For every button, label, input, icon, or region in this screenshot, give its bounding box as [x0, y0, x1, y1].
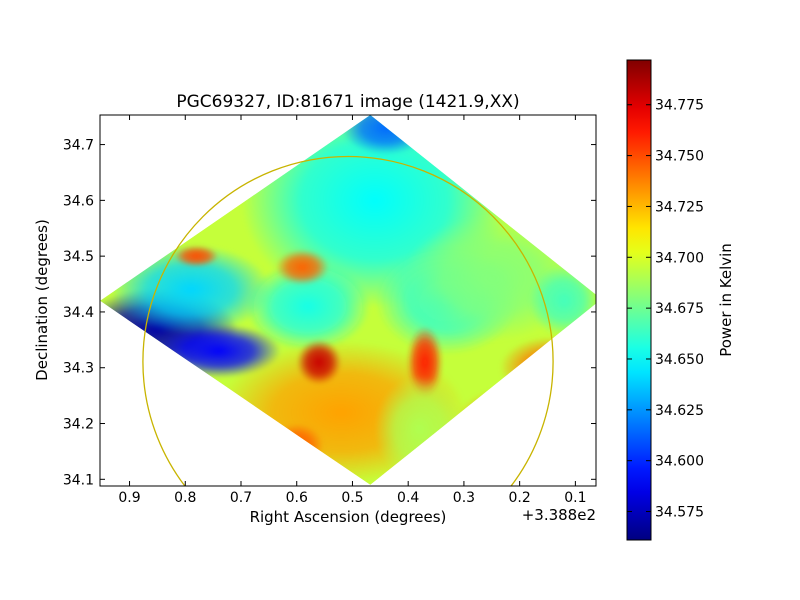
x-tick-label: 0.7 [230, 490, 252, 506]
heatmap-feature [245, 261, 371, 351]
y-tick-label: 34.4 [63, 305, 94, 321]
plot-area: 0.9 0.8 0.7 0.6 0.5 0.4 0.3 0.2 0.1 34.1 34.2 34.3… [63, 114, 597, 506]
colorbar-tick-label: 34.600 [655, 454, 704, 470]
x-tick-label: 0.3 [453, 490, 475, 506]
colorbar-frame [626, 59, 652, 541]
x-tick-label: 0.1 [564, 490, 586, 506]
colorbar-tick-label: 34.750 [655, 149, 704, 165]
x-axis-offset-label: +3.388e2 [522, 506, 596, 524]
x-tick-label: 0.4 [397, 490, 419, 506]
colorbar-tick-label: 34.625 [655, 403, 704, 419]
x-tick-label: 0.2 [509, 490, 531, 506]
y-tick-label: 34.1 [63, 472, 94, 488]
y-tick-label: 34.5 [63, 249, 94, 265]
colorbar-tick-label: 34.650 [655, 352, 704, 368]
colorbar-tick-label: 34.675 [655, 301, 704, 317]
x-tick-label: 0.6 [286, 490, 308, 506]
colorbar-tick-label: 34.575 [655, 505, 704, 521]
x-axis-ticks: 0.9 0.8 0.7 0.6 0.5 0.4 0.3 0.2 0.1 [118, 115, 587, 506]
x-tick-label: 0.5 [341, 490, 363, 506]
colorbar-label: Power in Kelvin [717, 243, 735, 357]
x-tick-label: 0.8 [174, 490, 196, 506]
heatmap-feature [110, 244, 272, 335]
beam-circle [142, 155, 554, 486]
colorbar-tick-label: 34.700 [655, 250, 704, 266]
chart-title: PGC69327, ID:81671 image (1421.9,XX) [176, 92, 519, 112]
y-tick-label: 34.3 [63, 361, 94, 377]
y-tick-label: 34.6 [63, 193, 94, 209]
heatmap-feature [174, 245, 219, 267]
y-axis-ticks: 34.1 34.2 34.3 34.4 34.5 34.6 34.7 [63, 138, 596, 488]
colorbar-tick-label: 34.775 [655, 98, 704, 114]
y-tick-label: 34.2 [63, 417, 94, 433]
x-axis-label: Right Ascension (degrees) [250, 508, 447, 526]
colorbar: 34.575 34.600 34.625 34.650 34.675 34.700 34.7… [626, 59, 735, 541]
heatmap-feature [275, 249, 330, 286]
y-axis-label: Declination (degrees) [33, 219, 51, 381]
colorbar-tick-label: 34.725 [655, 199, 704, 215]
colorbar-ticks: 34.575 34.600 34.625 34.650 34.675 34.700 34.7… [627, 98, 704, 521]
x-tick-label: 0.9 [118, 490, 140, 506]
axes-frame [99, 114, 597, 487]
y-tick-label: 34.7 [63, 138, 94, 154]
colorbar-gradient [627, 60, 651, 540]
heatmap-feature [296, 339, 342, 385]
